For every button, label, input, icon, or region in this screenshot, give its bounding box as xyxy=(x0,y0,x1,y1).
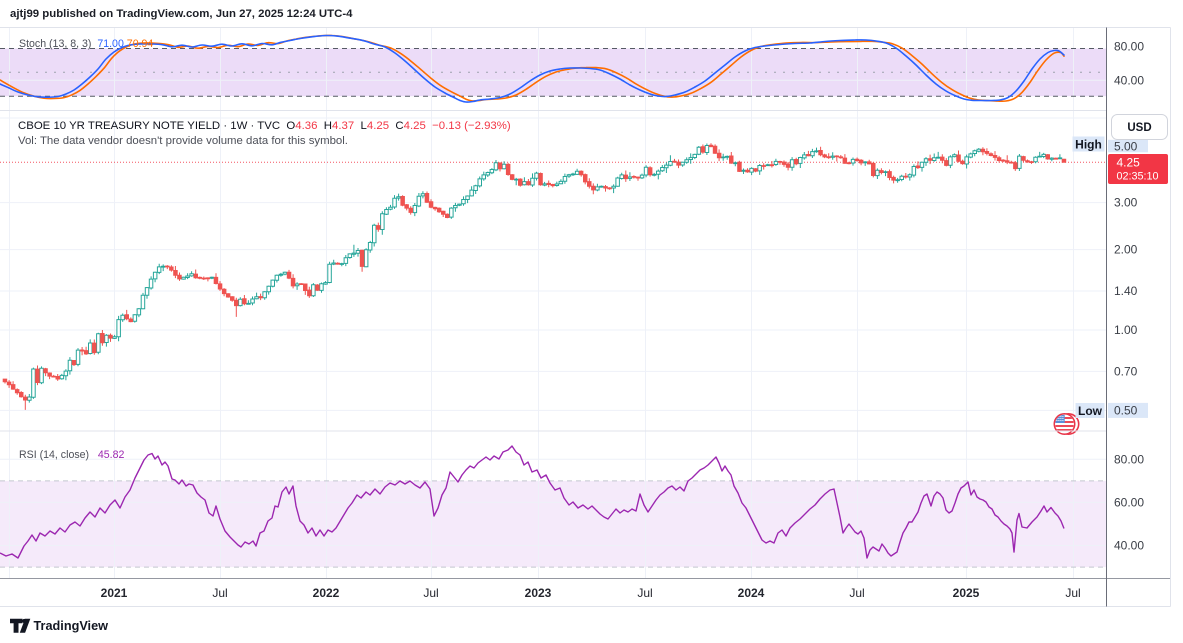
svg-text:2025: 2025 xyxy=(953,586,980,600)
svg-text:2021: 2021 xyxy=(101,586,128,600)
svg-text:2022: 2022 xyxy=(313,586,340,600)
svg-text:1.40: 1.40 xyxy=(1114,284,1138,298)
svg-text:Jul: Jul xyxy=(849,586,864,600)
svg-text:TradingView: TradingView xyxy=(34,619,109,633)
svg-text:2023: 2023 xyxy=(525,586,552,600)
svg-text:02:35:10: 02:35:10 xyxy=(1117,171,1159,183)
svg-text:1.00: 1.00 xyxy=(1114,323,1138,337)
svg-text:80.00: 80.00 xyxy=(1114,452,1144,466)
svg-text:Jul: Jul xyxy=(637,586,652,600)
svg-text:Jul: Jul xyxy=(212,586,227,600)
svg-text:0.70: 0.70 xyxy=(1114,364,1138,378)
svg-text:Jul: Jul xyxy=(423,586,438,600)
svg-text:2024: 2024 xyxy=(738,586,765,600)
svg-text:Low: Low xyxy=(1078,404,1103,418)
svg-text:40.00: 40.00 xyxy=(1114,539,1144,553)
svg-text:High: High xyxy=(1075,138,1102,152)
svg-text:0.50: 0.50 xyxy=(1114,403,1138,417)
svg-text:2.00: 2.00 xyxy=(1114,243,1138,257)
svg-text:80.00: 80.00 xyxy=(1114,40,1144,54)
svg-text:5.00: 5.00 xyxy=(1114,139,1138,153)
svg-text:Jul: Jul xyxy=(1065,586,1080,600)
svg-text:40.00: 40.00 xyxy=(1114,73,1144,87)
svg-text:4.25: 4.25 xyxy=(1117,156,1141,170)
svg-text:USD: USD xyxy=(1127,122,1151,134)
svg-text:3.00: 3.00 xyxy=(1114,196,1138,210)
svg-text:60.00: 60.00 xyxy=(1114,495,1144,509)
